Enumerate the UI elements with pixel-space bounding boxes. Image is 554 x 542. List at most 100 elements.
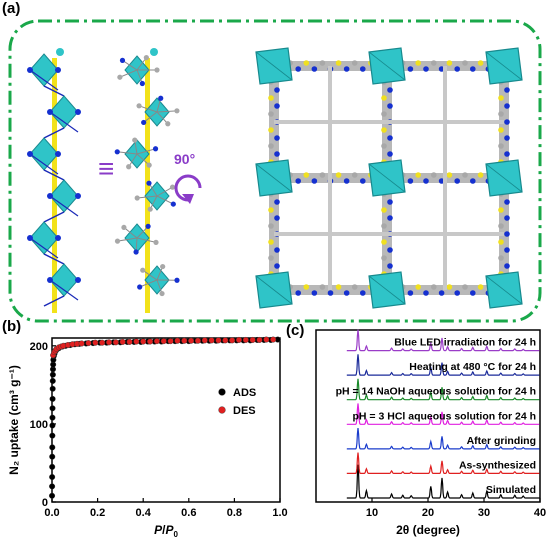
nitrogen-atom [387, 199, 393, 205]
nitrogen-atom [504, 199, 510, 205]
legend-marker [218, 388, 226, 396]
des-point [167, 338, 174, 345]
x-tick-label: 0.0 [44, 507, 59, 519]
x-axis-label: P/P0 [154, 523, 178, 539]
panel-c-label: (c) [286, 322, 305, 339]
carbon-atom [462, 60, 468, 66]
pxrd-chart: 10 20 30 40 2θ (degree) Simulated As-synthesi… [315, 329, 546, 537]
pattern-label: pH = 14 NaOH aqueous solution for 24 h [336, 386, 536, 398]
nitrogen-atom [387, 215, 393, 221]
des-point [215, 337, 222, 344]
node-edge [255, 275, 293, 305]
des-point [160, 338, 167, 345]
nitrogen-atom [343, 66, 350, 72]
bond [139, 279, 158, 288]
des-point [263, 336, 270, 343]
nitrogen-atom [359, 290, 366, 296]
x-tick-label: 0.8 [227, 507, 242, 519]
sulfur-atom [268, 127, 274, 133]
x-tick-label: 20 [422, 507, 434, 519]
nitrogen-atom [114, 149, 120, 155]
des-point [181, 337, 188, 344]
nitrogen-atom [146, 180, 152, 186]
node-edge [255, 51, 293, 81]
nitrogen-atom [387, 263, 393, 269]
carbon-atom [126, 164, 132, 170]
nitrogen-atom [55, 151, 61, 157]
sulfur-atom [303, 60, 310, 66]
bond [143, 111, 158, 123]
nitrogen-atom [470, 66, 476, 72]
nitrogen-atom [274, 151, 280, 157]
sulfur-atom [335, 60, 342, 66]
nitrogen-atom [274, 215, 280, 221]
bond [136, 148, 156, 155]
nitrogen-atom [274, 199, 280, 205]
helical-chain-ball-stick [114, 48, 180, 313]
x-tick-label: 0.4 [136, 507, 152, 519]
chain-bond [43, 253, 65, 265]
sulfur-atom [477, 60, 484, 66]
nitrogen-atom [387, 151, 393, 157]
legend-label: ADS [233, 387, 256, 399]
nitrogen-atom [141, 119, 147, 126]
x-tick-label: 0.6 [181, 507, 196, 519]
ads-point [49, 492, 56, 499]
nitrogen-atom [454, 290, 461, 296]
des-point [249, 336, 256, 343]
nitrogen-atom [387, 87, 393, 93]
sulfur-atom [477, 172, 484, 178]
nitrogen-atom [295, 178, 302, 184]
nitrogen-atom [504, 135, 510, 141]
sulfur-atom [477, 284, 484, 290]
pattern-line [346, 403, 540, 425]
nitrogen-atom [27, 67, 33, 73]
carbon-atom [169, 184, 176, 190]
carbon-atom [143, 55, 149, 61]
axis-rod [52, 58, 57, 313]
nitrogen-atom [423, 290, 429, 296]
nitrogen-atom [145, 223, 151, 229]
ads-point [49, 432, 56, 439]
bond [136, 226, 149, 239]
sulfur-atom [268, 207, 274, 213]
node-edge [368, 163, 406, 193]
carbon-atom [431, 172, 437, 178]
rotate-arrow-icon [174, 174, 202, 204]
sulfur-atom [498, 127, 504, 133]
bond [136, 237, 157, 243]
ads-point [49, 385, 56, 392]
node-edge [368, 51, 406, 81]
sulfur-atom [415, 60, 422, 66]
bond [117, 237, 138, 242]
des-point [235, 336, 242, 343]
y-tick-label: 100 [30, 419, 48, 431]
y-tick-label: 0 [42, 497, 48, 509]
nitrogen-atom [504, 231, 510, 237]
nitrogen-atom [359, 178, 366, 184]
nitrogen-atom [75, 277, 81, 283]
des-point [147, 338, 154, 345]
bond [138, 105, 158, 113]
ads-point [49, 483, 56, 490]
ads-point [49, 395, 56, 402]
carbon-atom [351, 172, 358, 178]
panel-b-label: (b) [2, 318, 22, 335]
node-edge [368, 275, 406, 305]
carbon-atom [351, 284, 358, 290]
nitrogen-atom [75, 193, 81, 199]
carbon-atom [351, 60, 358, 66]
nitrogen-atom [327, 290, 334, 296]
bond [156, 110, 177, 113]
node-edge [485, 51, 523, 81]
x-tick-label: 0.2 [90, 507, 105, 519]
des-point [140, 338, 147, 345]
bond [122, 59, 138, 71]
ads-point [49, 414, 56, 421]
nitrogen-atom [423, 178, 429, 184]
bond [117, 151, 138, 155]
bond [119, 69, 138, 78]
nitrogen-atom [470, 290, 476, 296]
carbon-atom [114, 238, 121, 244]
carbon-atom [498, 143, 504, 149]
